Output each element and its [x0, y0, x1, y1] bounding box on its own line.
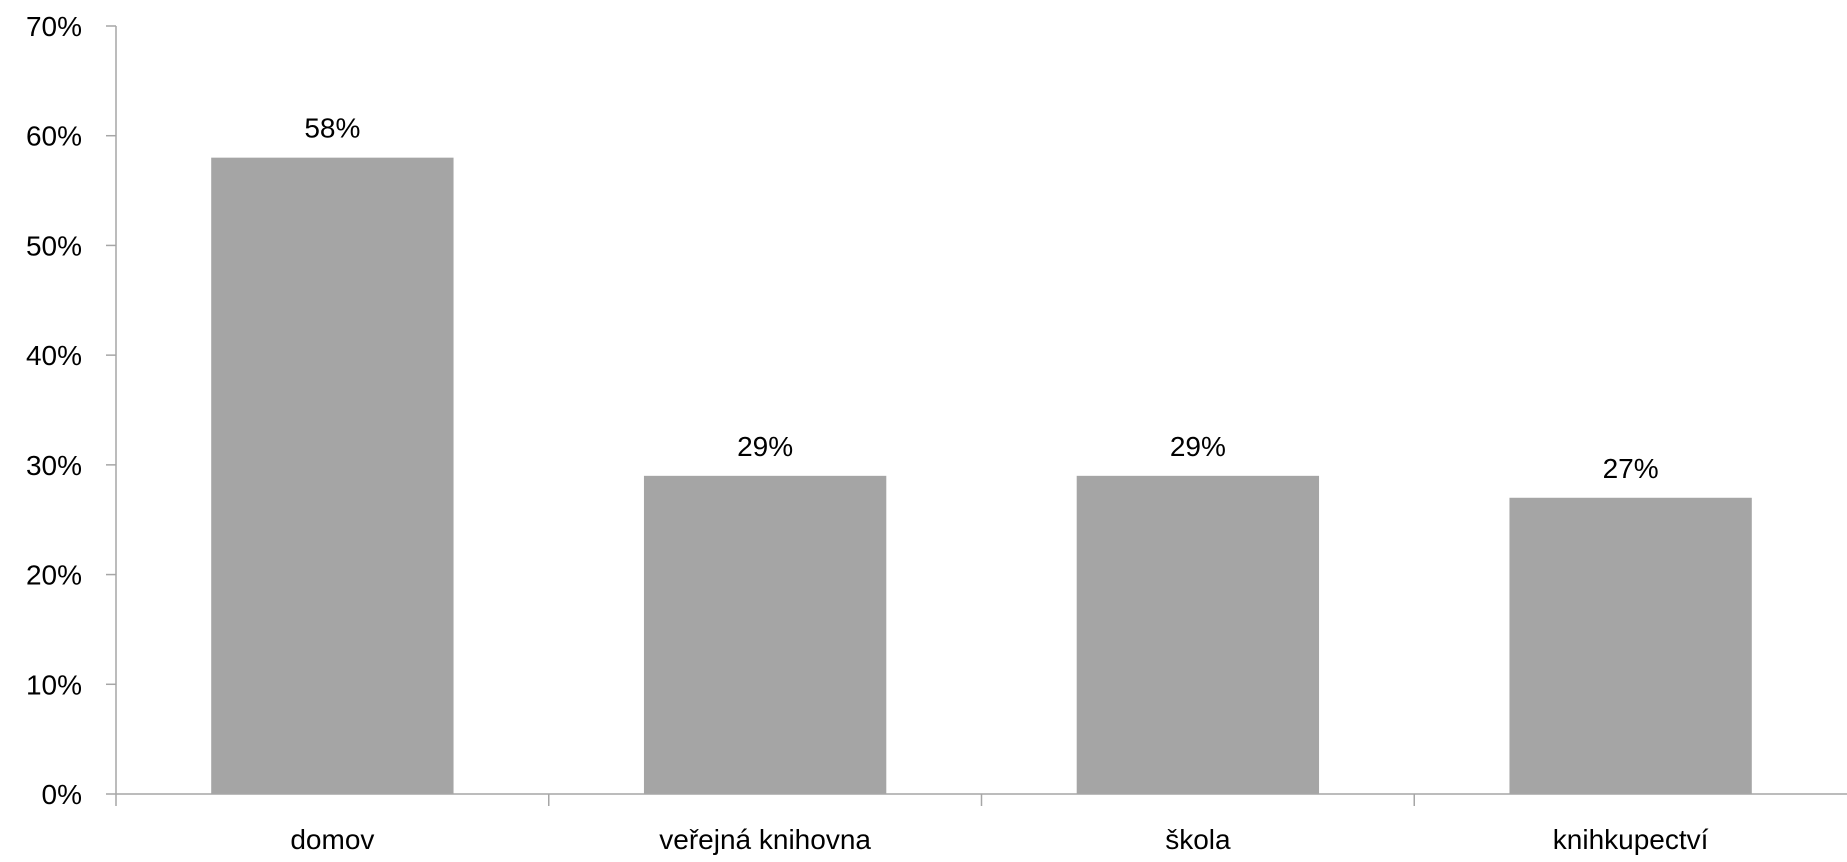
data-label: 58%	[304, 113, 360, 144]
data-label: 27%	[1603, 453, 1659, 484]
bar-3	[1076, 475, 1320, 794]
data-label: 29%	[737, 431, 793, 462]
x-axis-ticks	[115, 794, 1415, 806]
category-label: domov	[290, 824, 374, 855]
category-labels-group: domov veřejná knihovna škola knihkupectví	[290, 824, 1708, 855]
y-tick-label: 60%	[26, 121, 82, 152]
y-tick-label: 50%	[26, 230, 82, 261]
y-tick-label: 10%	[26, 669, 82, 700]
y-axis-ticks: 0% 10% 20% 30% 40% 50% 60% 70%	[26, 11, 116, 810]
data-label: 29%	[1170, 431, 1226, 462]
y-tick-label: 30%	[26, 450, 82, 481]
bar-2	[643, 475, 887, 794]
category-label: knihkupectví	[1553, 824, 1709, 855]
y-tick-label: 40%	[26, 340, 82, 371]
category-label: veřejná knihovna	[659, 824, 871, 855]
axes-group	[115, 26, 1847, 795]
bar-4	[1509, 497, 1752, 794]
y-tick-label: 0%	[42, 779, 82, 810]
y-tick-label: 20%	[26, 560, 82, 591]
bar-1	[211, 157, 454, 794]
y-tick-label: 70%	[26, 11, 82, 42]
bars-group	[211, 157, 1752, 794]
category-label: škola	[1165, 824, 1231, 855]
data-labels-group: 58% 29% 29% 27%	[304, 113, 1658, 484]
